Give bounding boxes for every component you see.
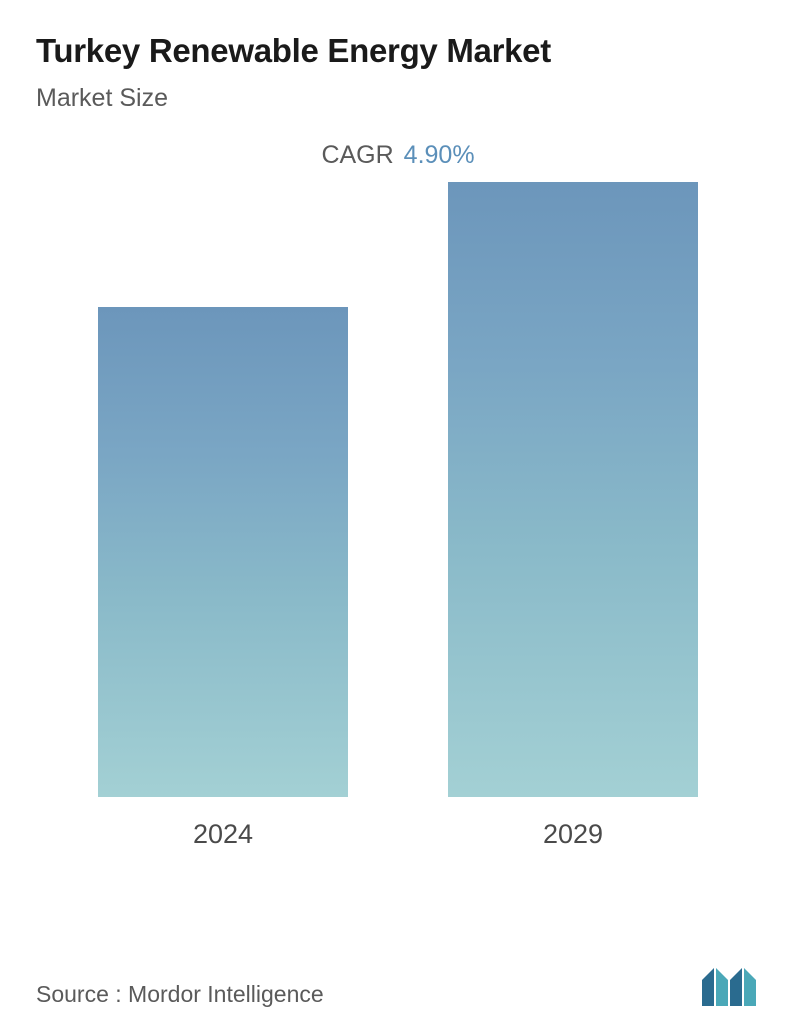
chart-container: Turkey Renewable Energy Market Market Si…	[0, 0, 796, 1034]
cagr-value: 4.90%	[404, 141, 475, 169]
bar-group: 2029	[448, 182, 698, 850]
footer: Source : Mordor Intelligence	[36, 966, 760, 1008]
chart-subtitle: Market Size	[36, 84, 760, 113]
chart-area: 2024 2029	[36, 210, 760, 890]
source-text: Source : Mordor Intelligence	[36, 981, 324, 1008]
bar-label: 2024	[193, 819, 253, 850]
bar-group: 2024	[98, 307, 348, 850]
bar-2024	[98, 307, 348, 797]
bars-wrapper: 2024 2029	[36, 210, 760, 850]
bar-label: 2029	[543, 819, 603, 850]
cagr-label: CAGR	[321, 141, 393, 169]
chart-title: Turkey Renewable Energy Market	[36, 32, 760, 70]
bar-2029	[448, 182, 698, 797]
cagr-row: CAGR 4.90%	[36, 141, 760, 170]
brand-logo-icon	[700, 966, 760, 1008]
